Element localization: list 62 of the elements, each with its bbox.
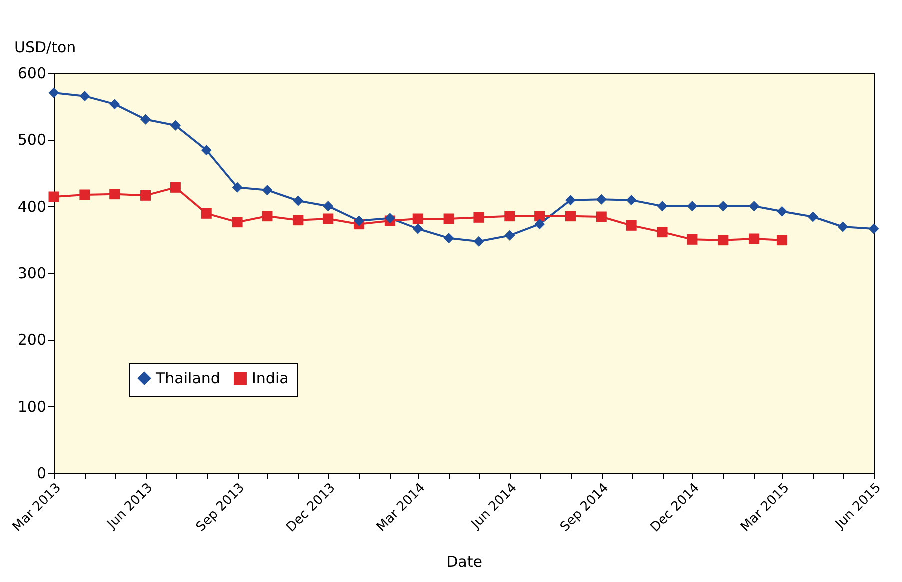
point [687, 234, 698, 245]
y-tick-label: 0 [36, 464, 46, 482]
legend-label: Thailand [155, 370, 220, 388]
point [838, 222, 848, 232]
point [323, 214, 334, 224]
point [474, 212, 484, 223]
point [565, 211, 576, 222]
point [596, 212, 607, 222]
y-axis-title: USD/ton [14, 38, 76, 56]
point [534, 211, 546, 222]
point [626, 220, 637, 231]
point [504, 230, 516, 241]
point [384, 213, 396, 224]
point [110, 99, 120, 110]
y-tick-label: 300 [18, 264, 46, 282]
point [48, 192, 60, 202]
point [170, 120, 181, 131]
x-axis-title: Date [446, 552, 482, 571]
point [504, 211, 516, 222]
point [718, 235, 729, 246]
point [201, 145, 212, 156]
point [140, 190, 152, 201]
point [412, 224, 424, 234]
point [776, 206, 788, 217]
point [657, 201, 668, 212]
point [776, 235, 788, 246]
point [232, 182, 243, 193]
point [293, 196, 304, 206]
point [657, 227, 668, 238]
point [412, 214, 424, 224]
y-tick-label: 500 [18, 131, 46, 150]
point [140, 114, 152, 125]
point [262, 185, 273, 196]
point [170, 182, 181, 193]
point [354, 216, 364, 226]
point [323, 201, 334, 212]
y-tick-label: 100 [18, 398, 46, 416]
point [110, 189, 120, 200]
point [749, 201, 760, 212]
point [444, 214, 454, 224]
point [293, 215, 304, 226]
point [534, 219, 546, 230]
point [474, 236, 484, 247]
point [80, 190, 90, 200]
point [687, 201, 698, 212]
y-tick-label: 600 [18, 64, 46, 82]
point [262, 211, 273, 222]
point [868, 224, 880, 234]
point [565, 195, 576, 206]
point [201, 208, 212, 219]
point [232, 217, 243, 228]
point [626, 195, 637, 206]
legend-label: India [252, 370, 289, 388]
point [48, 88, 60, 98]
point [444, 233, 454, 244]
point [596, 194, 607, 205]
y-tick-label: 400 [18, 198, 46, 216]
point [749, 234, 760, 244]
point [718, 201, 729, 212]
point [80, 91, 90, 102]
y-tick-label: 200 [18, 331, 46, 350]
point [808, 212, 818, 222]
